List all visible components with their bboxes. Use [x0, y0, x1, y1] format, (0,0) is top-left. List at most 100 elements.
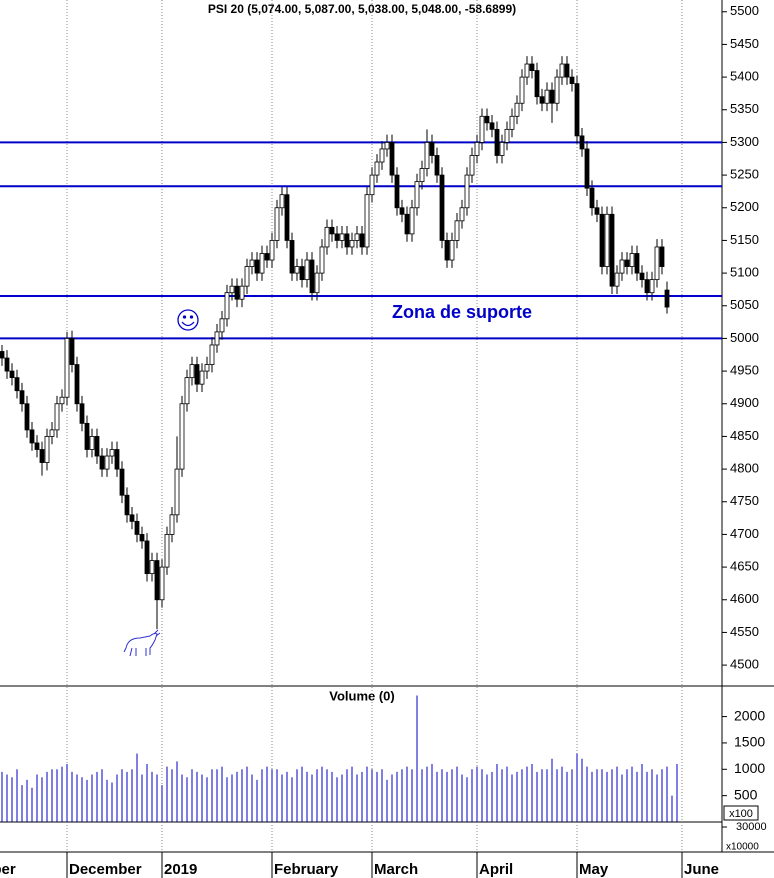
- candle-body: [454, 220, 460, 241]
- candle-body: [639, 272, 645, 281]
- candle-body: [234, 285, 240, 300]
- candle-body: [89, 436, 95, 450]
- y-tick-label: 4850: [730, 428, 759, 443]
- candle-body: [14, 377, 20, 392]
- candle-body: [624, 259, 630, 267]
- candle-body: [349, 240, 355, 248]
- candle-body: [304, 259, 310, 281]
- candle-body: [179, 403, 185, 470]
- y-tick-label: 5450: [730, 36, 759, 51]
- unit-label: x10000: [726, 842, 759, 853]
- y-tick-label: 500: [734, 786, 758, 802]
- candle-body: [399, 207, 405, 215]
- candle-body: [429, 142, 435, 156]
- candle-body: [384, 142, 390, 150]
- y-tick-label: 5300: [730, 134, 759, 149]
- candle-body: [484, 115, 490, 124]
- candle-body: [24, 403, 30, 431]
- candle-body: [364, 194, 370, 248]
- candle-body: [169, 514, 175, 535]
- candle-body: [594, 207, 600, 215]
- candle-body: [139, 534, 145, 542]
- candle-body: [464, 174, 470, 209]
- candle-body: [629, 253, 635, 267]
- y-tick-label: 2000: [734, 707, 765, 723]
- candle-body: [219, 318, 225, 333]
- candle-body: [129, 514, 135, 522]
- candle-body: [534, 70, 540, 98]
- candle-body: [39, 449, 45, 463]
- candle-body: [334, 233, 340, 241]
- candle-body: [599, 213, 605, 267]
- candle-body: [74, 364, 80, 405]
- candle-body: [254, 259, 260, 274]
- candle-body: [549, 89, 555, 104]
- candle-body: [154, 560, 160, 601]
- candle-body: [99, 455, 105, 470]
- y-tick-label: 30000: [736, 821, 767, 833]
- x-tick-label: June: [684, 861, 719, 878]
- candle-body: [544, 89, 550, 104]
- volume-title: Volume (0): [329, 688, 395, 703]
- y-tick-label: 4900: [730, 395, 759, 410]
- candle-body: [319, 246, 325, 274]
- x-tick-label: 2019: [164, 861, 197, 878]
- candle-body: [144, 540, 150, 575]
- unit-box: [723, 805, 759, 821]
- x-tick-label: May: [579, 861, 609, 878]
- candle-body: [569, 76, 575, 85]
- candle-body: [94, 436, 100, 457]
- y-tick-label: 4650: [730, 559, 759, 574]
- candle-body: [54, 403, 60, 431]
- candle-body: [444, 240, 450, 261]
- candle-body: [9, 370, 15, 379]
- y-tick-label: 5400: [730, 69, 759, 84]
- candle-body: [314, 272, 320, 294]
- candle-body: [394, 174, 400, 209]
- candle-body: [229, 285, 235, 294]
- candle-body: [604, 213, 610, 267]
- candle-body: [294, 266, 300, 274]
- chart-title: PSI 20 (5,074.00, 5,087.00, 5,038.00, 5,…: [208, 2, 516, 16]
- candle-body: [609, 213, 615, 287]
- candle-body: [649, 279, 655, 294]
- y-tick-label: 4750: [730, 493, 759, 508]
- x-tick-label: March: [374, 861, 418, 878]
- candle-body: [504, 128, 510, 143]
- candle-body: [389, 142, 395, 176]
- candle-body: [124, 494, 130, 516]
- candle-body: [239, 285, 245, 300]
- candle-body: [424, 142, 430, 169]
- candle-body: [369, 174, 375, 196]
- candle-body: [69, 338, 75, 365]
- candle-body: [259, 253, 265, 274]
- x-tick-label: December: [69, 861, 142, 878]
- bull-icon: [123, 629, 161, 657]
- candle-body: [199, 370, 205, 385]
- candle-body: [34, 442, 40, 450]
- candle-body: [244, 266, 250, 287]
- y-tick-label: 5100: [730, 265, 759, 280]
- candle-body: [514, 102, 520, 117]
- candle-body: [554, 76, 560, 104]
- candle-body: [184, 377, 190, 405]
- candle-body: [284, 194, 290, 241]
- candle-body: [159, 566, 165, 601]
- candle-body: [64, 338, 70, 398]
- candle-body: [274, 207, 280, 241]
- candle-body: [509, 115, 515, 130]
- candle-body: [44, 436, 50, 463]
- candle-body: [659, 246, 665, 267]
- candle-body: [584, 148, 590, 189]
- candle-body: [479, 115, 485, 143]
- candle-body: [564, 63, 570, 78]
- candle-body: [249, 259, 255, 267]
- candle-body: [439, 174, 445, 241]
- candle-body: [0, 351, 5, 359]
- candle-body: [644, 279, 650, 294]
- candle-body: [379, 148, 385, 163]
- candle-body: [29, 429, 35, 444]
- unit-label: x100: [729, 808, 753, 820]
- candle-body: [344, 233, 350, 248]
